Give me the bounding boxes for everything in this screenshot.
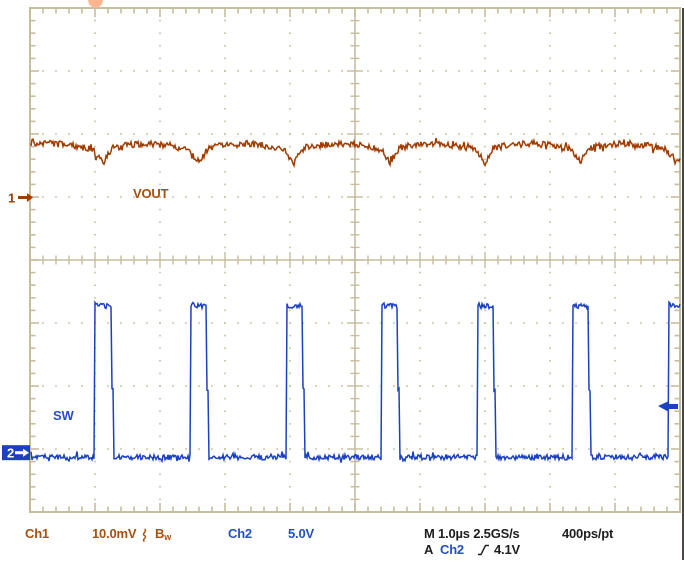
trigger-position-marker[interactable]: [88, 0, 103, 8]
trigger-source-readout: Ch2: [440, 542, 464, 557]
ch2-label: Ch2: [228, 526, 252, 541]
ch1-scale-readout: 10.0mV: [92, 526, 137, 541]
ch1-label: Ch1: [25, 526, 49, 541]
screen-shadow-border: [682, 8, 684, 560]
trigger-prefix: A: [424, 542, 434, 557]
trigger-level-marker[interactable]: [658, 401, 678, 412]
graticule: [29, 7, 681, 513]
ch2-trace-label: SW: [53, 408, 74, 423]
rising-edge-icon: [478, 544, 489, 556]
svg-text:1: 1: [8, 191, 15, 206]
ch1-vout-trace: [30, 137, 681, 169]
timebase-readout: M 1.0µs 2.5GS/s: [424, 526, 520, 541]
ch2-scale-readout: 5.0V: [288, 526, 314, 541]
svg-text:2: 2: [7, 446, 14, 461]
ch2-ground-marker[interactable]: 2: [2, 445, 30, 461]
ch1-bandwidth-limit-badge: Bw: [155, 526, 172, 542]
ac-coupling-icon: [142, 528, 147, 542]
ch1-ground-marker[interactable]: 1: [8, 191, 33, 206]
resolution-readout: 400ps/pt: [562, 526, 614, 541]
ch1-trace-label: VOUT: [133, 186, 169, 201]
trigger-level-readout: 4.1V: [494, 542, 520, 557]
ch2-sw-trace: [30, 300, 681, 464]
